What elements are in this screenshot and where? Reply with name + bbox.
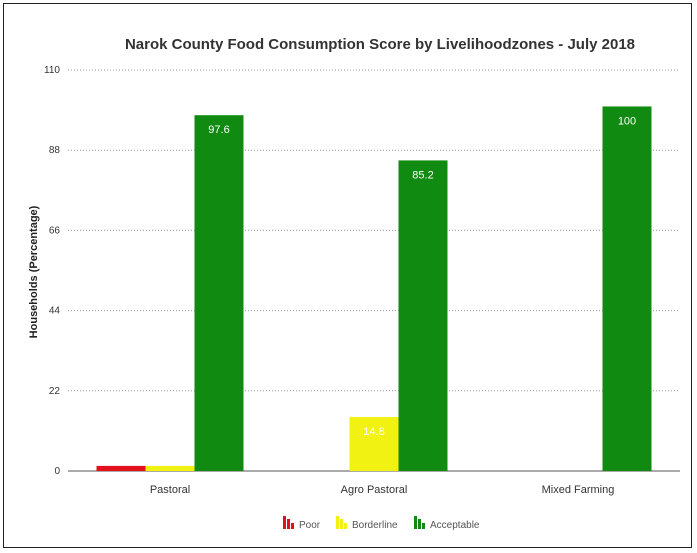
bar-acceptable-agro-pastoral xyxy=(398,160,448,471)
legend-item-borderline[interactable]: Borderline xyxy=(336,516,398,531)
legend-swatch-bar xyxy=(418,519,421,529)
legend-swatch-bar xyxy=(422,523,425,529)
chart-frame xyxy=(3,3,692,548)
legend-swatch-bar xyxy=(344,523,347,529)
data-label: 100 xyxy=(618,115,636,127)
bar-borderline-pastoral xyxy=(145,465,195,471)
x-category-label: Pastoral xyxy=(150,484,190,496)
legend-label: Poor xyxy=(299,520,321,531)
legend-swatch-bar xyxy=(283,516,286,529)
x-category-label: Mixed Farming xyxy=(542,484,615,496)
y-tick-label: 110 xyxy=(44,65,60,76)
data-label: 97.6 xyxy=(208,124,229,136)
legend-swatch-bar xyxy=(287,519,290,529)
y-tick-label: 44 xyxy=(49,306,61,317)
y-tick-label: 22 xyxy=(49,386,61,397)
y-tick-label: 0 xyxy=(54,466,60,477)
legend-label: Acceptable xyxy=(430,520,480,531)
x-axis-categories: Pastoral Agro Pastoral Mixed Farming xyxy=(150,484,615,496)
bar-borderline-agro-pastoral xyxy=(349,417,399,471)
y-axis-ticks: 0 22 44 66 88 110 xyxy=(44,65,60,477)
legend[interactable]: Poor Borderline Acceptable xyxy=(283,516,480,531)
y-tick-label: 88 xyxy=(49,145,61,156)
data-labels: 97.6 14.8 85.2 100 xyxy=(208,115,636,438)
legend-item-poor[interactable]: Poor xyxy=(283,516,321,531)
y-axis-label: Households (Percentage) xyxy=(28,205,40,338)
legend-swatch-bar xyxy=(340,519,343,529)
legend-label: Borderline xyxy=(352,520,398,531)
x-category-label: Agro Pastoral xyxy=(341,484,408,496)
bar-acceptable-mixed-farming xyxy=(602,106,652,472)
gridlines xyxy=(68,69,680,472)
y-tick-label: 66 xyxy=(49,225,61,236)
data-label: 85.2 xyxy=(412,169,433,181)
legend-swatch-bar xyxy=(291,523,294,529)
chart-title: Narok County Food Consumption Score by L… xyxy=(125,36,635,53)
bar-poor-pastoral xyxy=(96,465,146,471)
bars xyxy=(96,106,652,472)
legend-swatch-bar xyxy=(336,516,339,529)
legend-swatch-bar xyxy=(414,516,417,529)
legend-item-acceptable[interactable]: Acceptable xyxy=(414,516,480,531)
data-label: 14.8 xyxy=(363,426,384,438)
bar-acceptable-pastoral xyxy=(194,115,244,471)
